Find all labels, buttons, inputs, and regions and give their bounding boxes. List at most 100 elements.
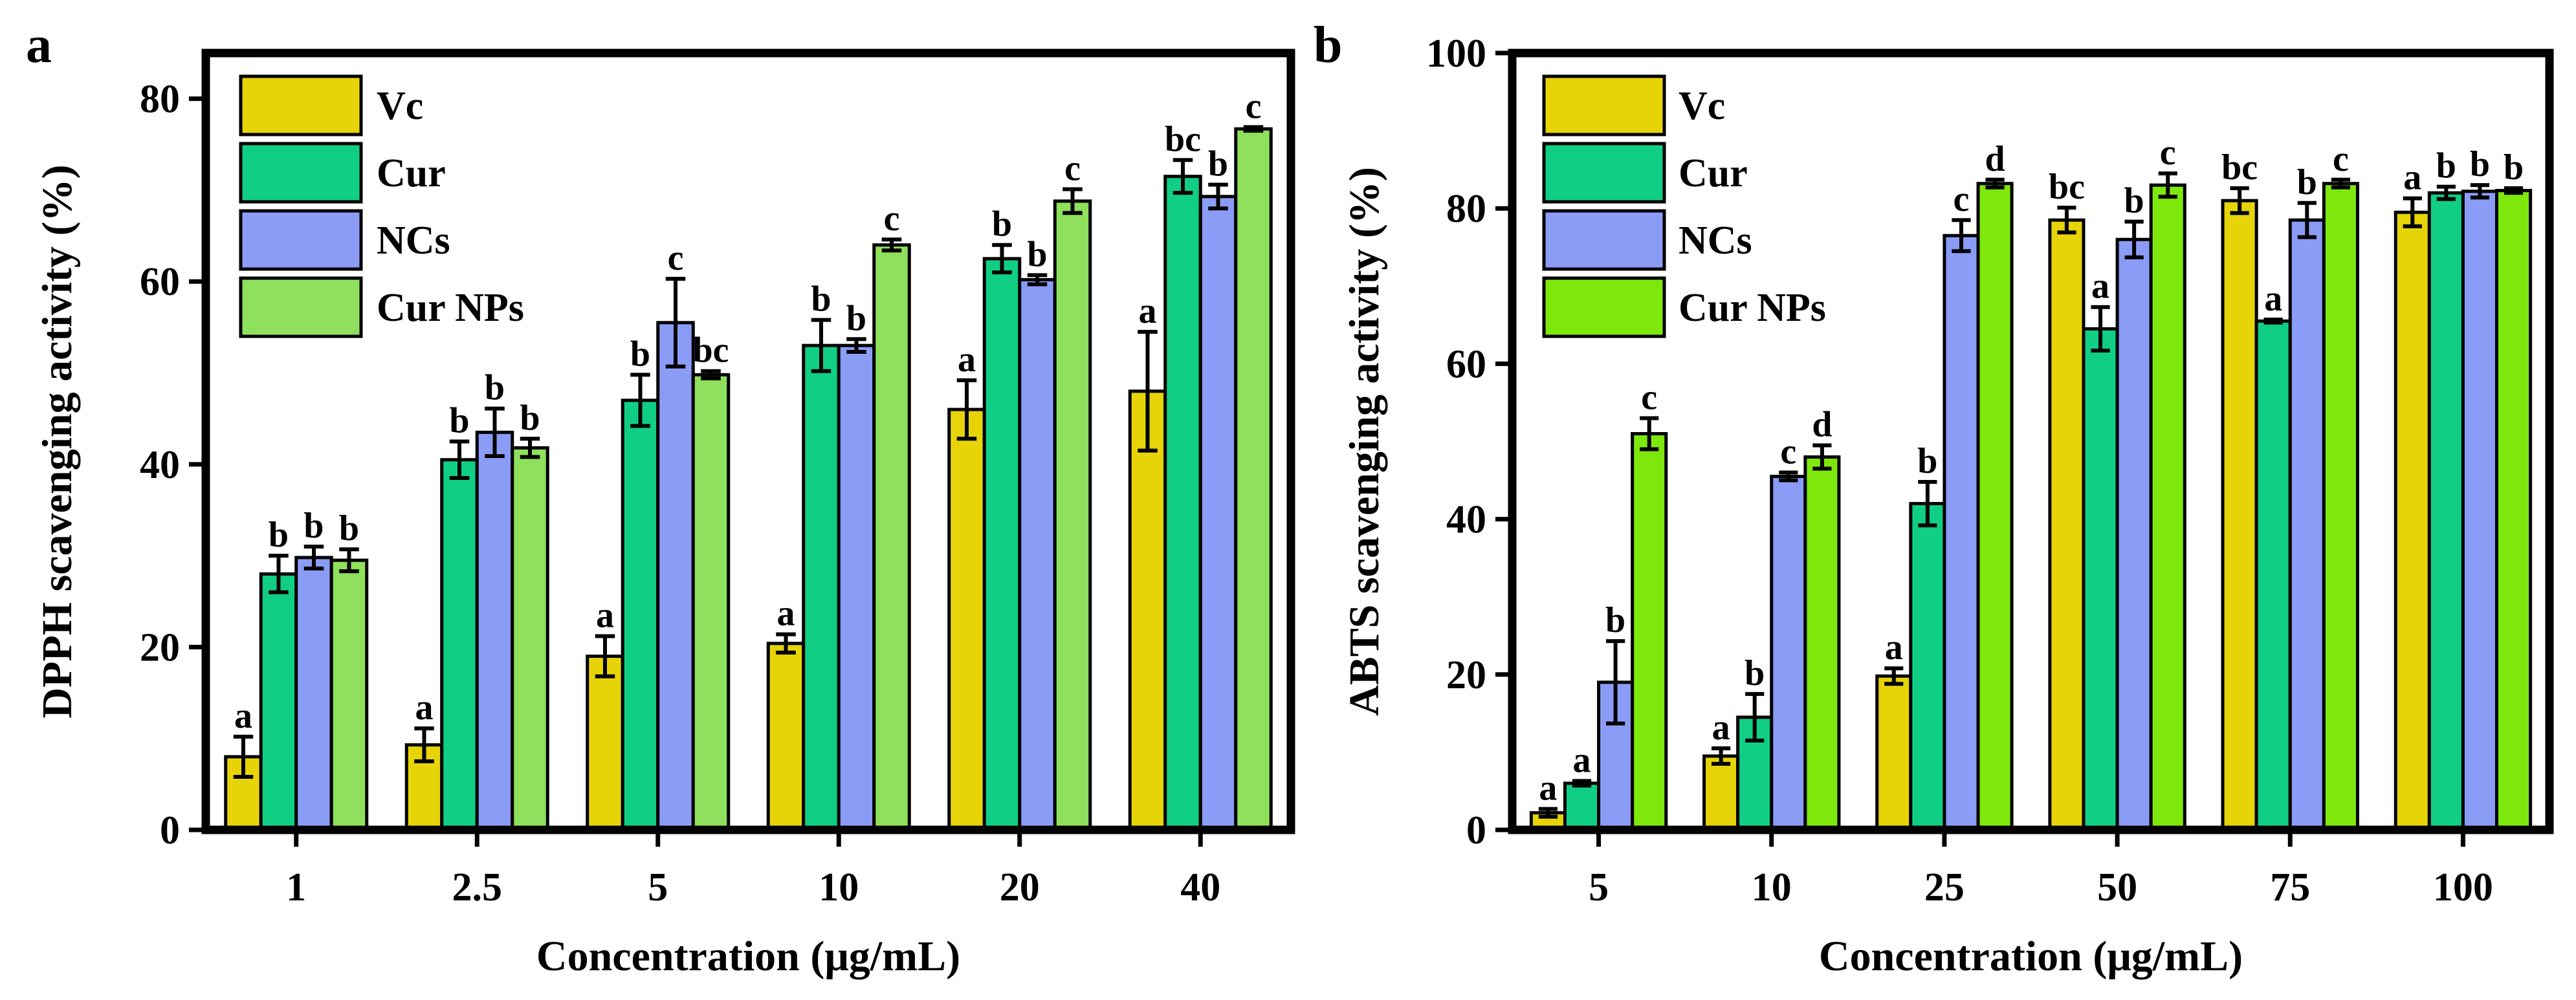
- x-tick-label: 100: [2433, 865, 2493, 909]
- bar-vc-25: [1875, 674, 1913, 832]
- bar-vc-40: [1128, 389, 1167, 832]
- significance-label: b: [520, 398, 540, 438]
- significance-label: b: [2470, 144, 2490, 184]
- bar-cur-nps-2.5: [511, 446, 549, 832]
- bar-cur-nps-10: [1803, 455, 1841, 832]
- legend-swatch-cur: [239, 142, 363, 204]
- bar-cur-nps-1: [329, 558, 369, 832]
- bar-ncs-75: [2288, 218, 2326, 832]
- bar-ncs-100: [2461, 190, 2499, 832]
- significance-label: c: [1064, 149, 1081, 189]
- x-tick-label: 10: [819, 865, 859, 909]
- bar-cur-50: [2082, 327, 2119, 832]
- significance-label: a: [1712, 708, 1730, 748]
- legend-label: Vc: [377, 84, 423, 128]
- legend-label: Vc: [1679, 84, 1725, 128]
- y-tick-label: 0: [1466, 809, 1486, 853]
- significance-label: a: [415, 688, 433, 728]
- legend-label: Cur NPs: [1679, 286, 1826, 330]
- significance-label: d: [1812, 405, 1832, 445]
- bar-cur-nps-20: [1053, 199, 1092, 832]
- significance-label: b: [303, 506, 324, 546]
- legend-swatch-cur-nps: [239, 276, 363, 338]
- legend-label: NCs: [1679, 219, 1752, 263]
- legend-swatch-cur-nps: [1542, 276, 1666, 338]
- significance-label: b: [2297, 162, 2317, 202]
- y-axis-title: ABTS scavenging activity (%): [1341, 167, 1388, 716]
- significance-label: c: [2333, 139, 2349, 179]
- significance-label: a: [1573, 740, 1591, 780]
- bar-vc-10: [766, 642, 806, 832]
- x-tick-label: 2.5: [452, 865, 503, 909]
- bar-cur-40: [1163, 175, 1202, 832]
- bar-cur-nps-100: [2495, 189, 2533, 832]
- bar-vc-100: [2394, 210, 2431, 832]
- significance-label: b: [1208, 144, 1228, 184]
- significance-label: b: [811, 279, 831, 320]
- y-tick-label: 20: [1446, 653, 1486, 697]
- x-tick-label: 40: [1180, 865, 1220, 909]
- significance-label: c: [1641, 377, 1657, 417]
- significance-label: bc: [693, 331, 729, 371]
- bar-cur-100: [2427, 191, 2465, 832]
- bar-ncs-5: [656, 321, 695, 832]
- bar-ncs-10: [1770, 475, 1807, 832]
- bar-ncs-25: [1943, 234, 1980, 832]
- significance-label: c: [1780, 432, 1796, 472]
- y-tick-label: 40: [1446, 498, 1486, 542]
- significance-label: b: [992, 204, 1012, 245]
- significance-label: bc: [2049, 167, 2085, 207]
- bar-cur-nps-5: [691, 373, 731, 832]
- bar-cur-nps-40: [1234, 127, 1273, 832]
- bar-ncs-50: [2115, 237, 2153, 832]
- significance-label: c: [1954, 179, 1970, 219]
- x-tick-label: 10: [1752, 865, 1792, 909]
- y-tick-label: 80: [1446, 187, 1486, 231]
- significance-label: d: [1985, 139, 2005, 179]
- legend-swatch-cur: [1542, 142, 1666, 204]
- bar-ncs-40: [1198, 195, 1238, 832]
- y-tick-label: 80: [140, 78, 180, 122]
- x-tick-label: 5: [648, 865, 668, 909]
- significance-label: b: [2504, 147, 2524, 188]
- y-tick-label: 0: [160, 809, 180, 853]
- y-tick-label: 60: [1446, 342, 1486, 386]
- significance-label: a: [1539, 768, 1557, 809]
- significance-label: a: [776, 594, 795, 634]
- x-tick-label: 25: [1924, 865, 1965, 909]
- bar-vc-10: [1702, 754, 1740, 832]
- significance-label: b: [846, 298, 866, 338]
- legend-swatch-vc: [1542, 74, 1666, 136]
- x-tick-label: 5: [1589, 865, 1609, 909]
- significance-label: b: [449, 401, 469, 441]
- bar-cur-nps-75: [2322, 182, 2359, 832]
- significance-label: b: [485, 368, 505, 408]
- significance-label: a: [2264, 279, 2282, 319]
- bar-cur-2.5: [440, 458, 479, 832]
- significance-label: b: [1917, 441, 1937, 481]
- y-tick-label: 60: [140, 260, 180, 304]
- legend-swatch-ncs: [239, 209, 363, 271]
- bar-vc-75: [2221, 199, 2258, 832]
- bar-vc-20: [947, 408, 986, 832]
- bar-vc-50: [2048, 218, 2086, 832]
- bar-cur-nps-10: [872, 243, 911, 832]
- plot-frame: [201, 49, 1295, 834]
- significance-label: b: [2124, 181, 2144, 221]
- bar-ncs-10: [837, 343, 876, 832]
- y-tick-label: 100: [1426, 32, 1486, 76]
- legend-swatch-vc: [239, 74, 363, 136]
- significance-label: b: [1027, 234, 1047, 274]
- significance-label: b: [2436, 146, 2456, 186]
- plot-frame: [1508, 49, 2554, 834]
- panel-letter: b: [1314, 17, 1343, 74]
- significance-label: c: [2160, 133, 2176, 173]
- legend-label: Cur: [1679, 151, 1748, 195]
- significance-label: bc: [2221, 147, 2258, 188]
- bar-ncs-20: [1018, 277, 1057, 832]
- legend-swatch-ncs: [1542, 209, 1666, 271]
- bar-cur-nps-25: [1976, 182, 2014, 832]
